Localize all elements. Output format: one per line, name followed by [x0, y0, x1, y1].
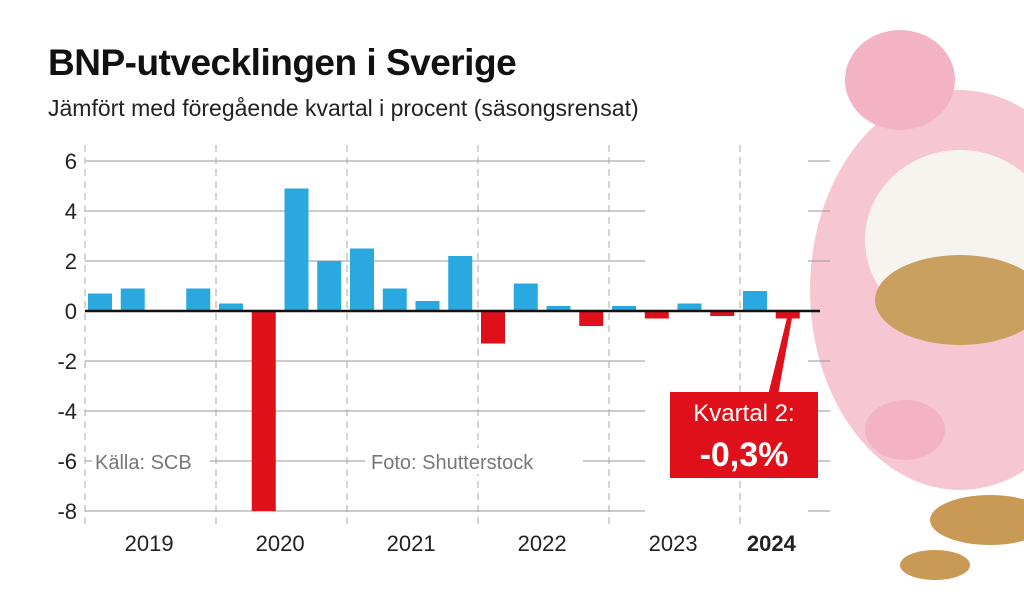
chart-title: BNP-utvecklingen i Sverige: [48, 42, 517, 83]
bar: [415, 301, 440, 311]
bar: [710, 311, 735, 316]
bar: [677, 303, 702, 311]
y-tick-label: 4: [65, 199, 77, 224]
bar: [88, 293, 112, 311]
callout-pointer: [768, 318, 792, 395]
piggy-bank-photo: [810, 30, 1024, 580]
bar: [120, 288, 145, 311]
y-tick-label: 2: [65, 249, 77, 274]
bar: [579, 311, 604, 326]
y-tick-label: -2: [57, 349, 77, 374]
x-year-label: 2019: [125, 531, 174, 556]
callout-line2: -0,3%: [700, 436, 789, 474]
y-tick-label: -8: [57, 499, 77, 524]
bar: [775, 311, 800, 319]
bar: [382, 288, 407, 311]
bar: [186, 288, 211, 311]
source-bg: [92, 448, 210, 474]
bar: [317, 261, 342, 311]
y-tick-label: -4: [57, 399, 77, 424]
callout-line1: Kvartal 2:: [693, 400, 794, 427]
bar: [612, 306, 636, 311]
x-year-label: 2020: [256, 531, 305, 556]
bar: [743, 291, 767, 311]
bar: [284, 188, 309, 311]
photo-credit-label: Foto: Shutterstock: [371, 452, 534, 474]
x-year-label: 2021: [387, 531, 436, 556]
y-tick-label: -6: [57, 449, 77, 474]
bar: [644, 311, 669, 319]
photo-credit-bg: [365, 448, 583, 474]
y-tick-label: 0: [65, 299, 77, 324]
x-year-label: 2024: [747, 531, 797, 556]
y-tick-label: 6: [65, 149, 77, 174]
x-year-label: 2022: [518, 531, 567, 556]
bar: [546, 306, 571, 311]
bar: [219, 303, 243, 311]
bar: [251, 311, 276, 511]
bar: [448, 256, 473, 311]
callout-box: [670, 392, 818, 478]
bar: [513, 283, 538, 311]
bar: [350, 248, 374, 311]
chart-subtitle: Jämfört med föregående kvartal i procent…: [48, 95, 639, 121]
x-year-label: 2023: [649, 531, 698, 556]
source-label: Källa: SCB: [95, 452, 192, 474]
bar: [481, 311, 505, 344]
